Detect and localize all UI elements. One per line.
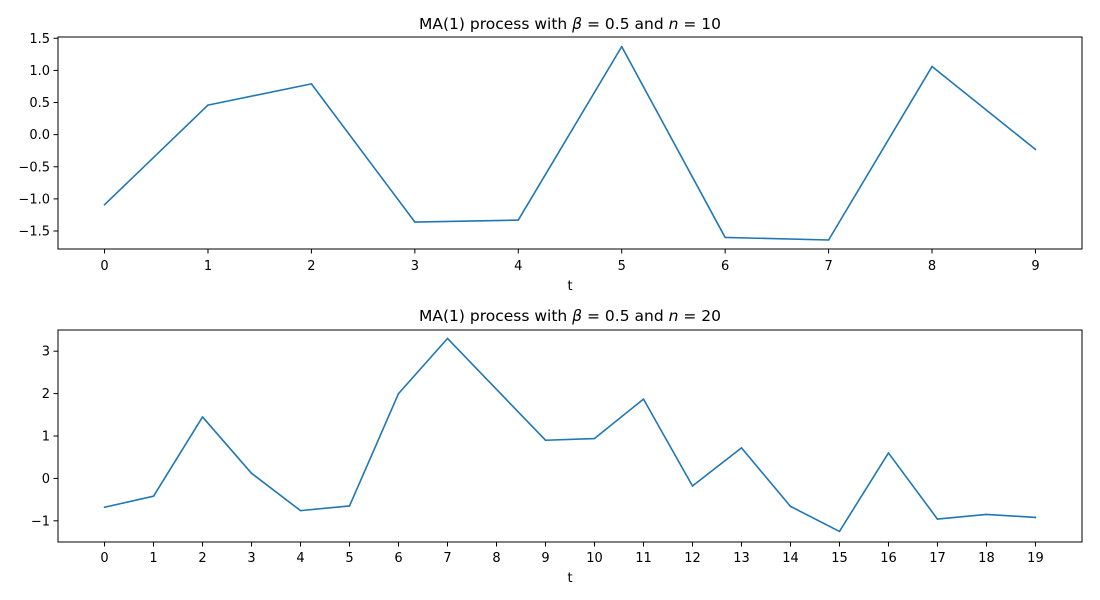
top-data-point	[620, 45, 623, 48]
bottom-x-tick-label: 0	[100, 551, 108, 566]
bottom-x-tick-label: 15	[831, 551, 848, 566]
bottom-data-point	[593, 437, 596, 440]
top-data-point	[1034, 148, 1037, 151]
top-data-point	[827, 239, 830, 241]
top-chart-title-part: = 0.5 and	[582, 15, 669, 33]
top-series-line	[103, 45, 1037, 241]
top-y-tick-label: 1.0	[29, 64, 50, 79]
top-data-point	[103, 203, 106, 206]
bottom-data-point	[691, 485, 694, 487]
bottom-data-point	[544, 439, 547, 442]
top-x-tick-label: 2	[307, 259, 315, 274]
bottom-y-tick-label: 3	[42, 345, 50, 360]
top-x-tick-label: 7	[824, 259, 832, 274]
bottom-data-point	[397, 392, 400, 395]
top-data-point	[931, 65, 933, 68]
top-x-tick-label: 3	[411, 259, 419, 274]
bottom-y-tick-label: 0	[42, 472, 50, 487]
bottom-chart-title-part: β	[571, 307, 582, 325]
top-chart-title-part: n	[669, 15, 679, 33]
bottom-data-point	[103, 506, 106, 509]
top-y-tick-label: 1.5	[29, 32, 50, 47]
top-data-point	[517, 219, 520, 221]
bottom-series-line	[103, 337, 1037, 533]
bottom-x-tick-label: 14	[782, 551, 799, 566]
bottom-chart-panel: MA(1) process with β = 0.5 and n = 200 1 2…	[31, 307, 1083, 586]
bottom-data-point	[887, 452, 890, 454]
top-chart-title-part: MA(1) process with	[419, 15, 572, 33]
top-data-point	[724, 236, 726, 239]
top-x-tick-label: 4	[514, 259, 522, 274]
bottom-x-tick-label: 18	[978, 551, 995, 566]
bottom-data-point	[789, 505, 792, 508]
top-plot-frame	[57, 36, 1083, 250]
bottom-x-tick-label: 6	[394, 551, 402, 566]
bottom-data-point	[740, 447, 743, 449]
bottom-plot-frame	[57, 329, 1083, 543]
bottom-data-point	[446, 337, 449, 340]
bottom-x-tick-label: 9	[541, 551, 549, 566]
bottom-data-point	[838, 530, 841, 533]
bottom-chart-title-part: = 20	[678, 307, 721, 325]
bottom-x-tick-label: 19	[1027, 551, 1044, 566]
bottom-x-tick-label: 7	[443, 551, 451, 566]
bottom-data-point	[985, 513, 988, 516]
bottom-x-tick-label: 17	[929, 551, 946, 566]
bottom-x-tick-label: 4	[296, 551, 304, 566]
bottom-chart-title-part: = 0.5 and	[582, 307, 669, 325]
bottom-data-point	[250, 472, 253, 475]
top-chart-panel: MA(1) process with β = 0.5 and n = 10 0 1 2…	[18, 15, 1083, 294]
top-chart-title-part: = 10	[678, 15, 721, 33]
top-y-tick-label: 0.5	[29, 96, 50, 111]
top-data-point	[310, 83, 313, 85]
top-y-tick-label: −0.5	[18, 160, 50, 175]
bottom-x-axis-label: t	[567, 571, 572, 586]
bottom-y-tick-label: −1	[31, 514, 50, 529]
top-y-tick-label: 0.0	[29, 128, 50, 143]
bottom-y-tick-label: 2	[42, 387, 50, 402]
top-x-tick-label: 0	[100, 259, 108, 274]
top-chart-title: MA(1) process with β = 0.5 and n = 10	[419, 15, 721, 33]
top-data-point	[414, 221, 416, 223]
bottom-x-tick-label: 8	[492, 551, 500, 566]
top-x-tick-label: 1	[204, 259, 212, 274]
bottom-x-tick-label: 16	[880, 551, 897, 566]
top-x-tick-label: 5	[618, 259, 626, 274]
bottom-data-point	[201, 416, 204, 418]
top-x-tick-label: 9	[1031, 259, 1039, 274]
bottom-chart-title: MA(1) process with β = 0.5 and n = 20	[419, 307, 721, 325]
bottom-data-point	[936, 518, 939, 520]
bottom-x-tick-label: 5	[345, 551, 353, 566]
bottom-chart-title-part: n	[669, 307, 679, 325]
top-x-tick-label: 8	[928, 259, 936, 274]
bottom-data-point	[299, 509, 302, 512]
bottom-data-point	[152, 495, 155, 498]
bottom-data-point	[495, 388, 498, 391]
bottom-x-tick-label: 1	[149, 551, 157, 566]
top-data-point	[207, 104, 209, 106]
top-y-tick-label: −1.0	[18, 192, 50, 207]
bottom-x-tick-label: 10	[586, 551, 603, 566]
bottom-chart-title-part: MA(1) process with	[419, 307, 572, 325]
top-x-axis-label: t	[567, 279, 572, 294]
bottom-x-tick-label: 2	[198, 551, 206, 566]
bottom-x-tick-label: 3	[247, 551, 255, 566]
bottom-data-point	[348, 505, 351, 507]
top-y-tick-label: −1.5	[18, 225, 50, 240]
bottom-data-point	[642, 398, 645, 400]
top-x-tick-label: 6	[721, 259, 729, 274]
bottom-x-tick-label: 12	[684, 551, 701, 566]
bottom-x-tick-label: 11	[635, 551, 652, 566]
bottom-y-tick-label: 1	[42, 430, 50, 445]
bottom-data-point	[1034, 516, 1037, 519]
top-chart-title-part: β	[571, 15, 582, 33]
bottom-x-tick-label: 13	[733, 551, 750, 566]
